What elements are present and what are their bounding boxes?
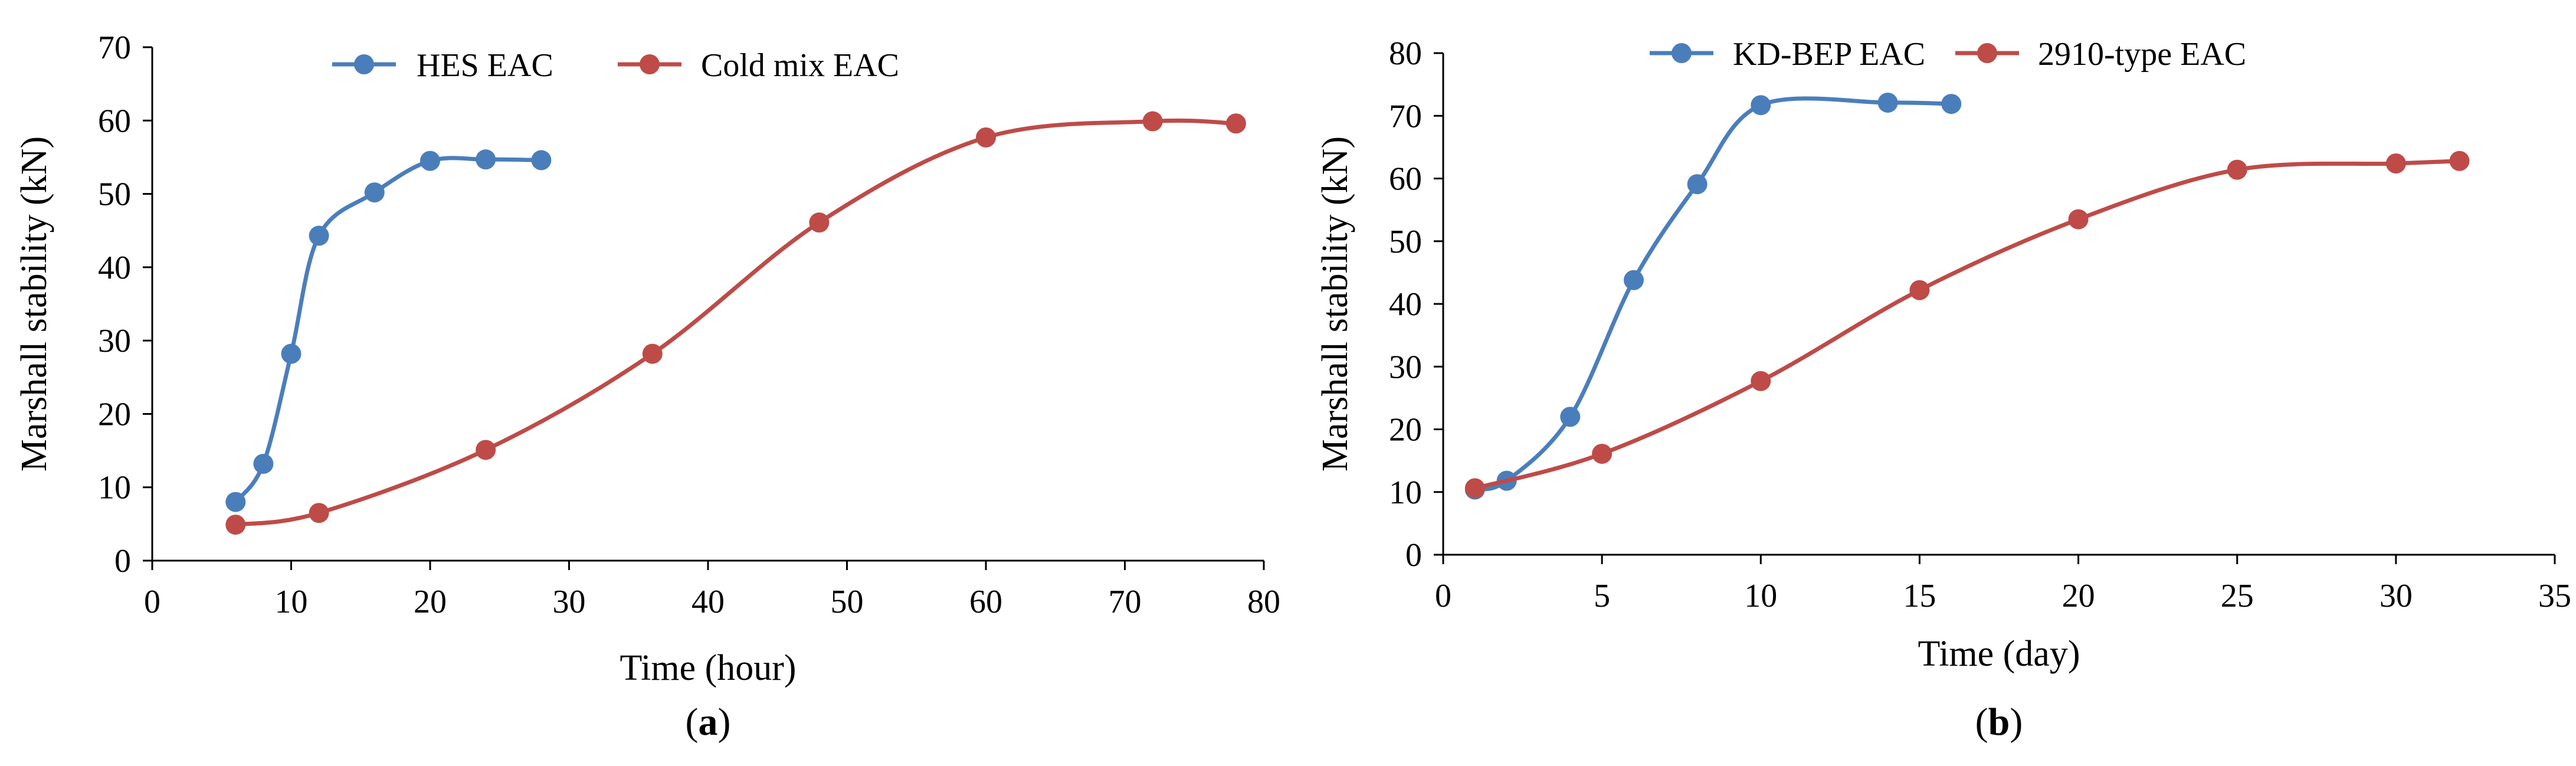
data-point bbox=[309, 225, 329, 246]
legend-entry: HES EAC bbox=[332, 47, 553, 84]
series-2 bbox=[1464, 150, 2470, 499]
y-tick-label: 40 bbox=[1389, 286, 1422, 323]
data-point bbox=[1142, 111, 1163, 132]
data-point bbox=[1560, 407, 1581, 427]
x-tick-label: 0 bbox=[1435, 578, 1451, 614]
data-point bbox=[225, 515, 246, 535]
series-1 bbox=[1464, 92, 1962, 500]
x-tick-label: 30 bbox=[2380, 578, 2413, 614]
y-tick-label: 10 bbox=[1389, 474, 1422, 511]
panel-label: (a) bbox=[686, 700, 731, 744]
data-point bbox=[225, 492, 246, 512]
data-point bbox=[1751, 95, 1771, 116]
y-tick-label: 70 bbox=[1389, 98, 1422, 135]
panel-label: (b) bbox=[1975, 700, 2023, 744]
data-point bbox=[281, 343, 301, 364]
data-point bbox=[253, 453, 274, 474]
x-tick-label: 15 bbox=[1903, 578, 1936, 614]
data-point bbox=[1623, 270, 1644, 290]
data-point bbox=[1941, 94, 1962, 114]
legend-marker bbox=[1977, 43, 1997, 63]
series-line bbox=[233, 156, 543, 505]
data-point bbox=[1751, 371, 1771, 391]
y-tick-label: 80 bbox=[1389, 35, 1422, 72]
series-2 bbox=[225, 111, 1246, 535]
data-point bbox=[476, 149, 496, 170]
data-point bbox=[2227, 159, 2247, 180]
series-1 bbox=[225, 149, 552, 512]
data-point bbox=[1909, 280, 1930, 300]
legend-entry: KD-BEP EAC bbox=[1650, 36, 1925, 73]
data-point bbox=[1592, 443, 1613, 464]
y-tick-label: 60 bbox=[98, 103, 131, 139]
data-point bbox=[2449, 150, 2470, 171]
y-axis-label: Marshall stability (kN) bbox=[14, 136, 54, 472]
data-point bbox=[976, 127, 996, 148]
data-point bbox=[1225, 113, 1246, 134]
y-axis-label: Marshall stability (kN) bbox=[1315, 136, 1355, 472]
data-point bbox=[642, 343, 663, 364]
legend-label: KD-BEP EAC bbox=[1733, 36, 1925, 73]
chart-panel-2: 0 10 20 30 40 50 60 70 80 0 5 10 15 20 25 30 35 Marshall … bbox=[1315, 35, 2571, 744]
y-tick-label: 50 bbox=[98, 176, 131, 213]
y-tick-label: 30 bbox=[98, 323, 131, 359]
y-tick-label: 70 bbox=[98, 30, 131, 66]
legend-label: 2910-type EAC bbox=[2038, 36, 2246, 73]
x-tick-label: 10 bbox=[1744, 578, 1777, 614]
data-point bbox=[1877, 92, 1898, 113]
data-point bbox=[2068, 209, 2089, 230]
x-tick-label: 70 bbox=[1109, 584, 1142, 620]
legend-entry: 2910-type EAC bbox=[1955, 36, 2246, 73]
y-tick-label: 30 bbox=[1389, 349, 1422, 385]
legend-label: Cold mix EAC bbox=[701, 47, 899, 84]
y-tick-label: 60 bbox=[1389, 161, 1422, 198]
data-point bbox=[531, 150, 552, 171]
x-tick-label: 35 bbox=[2538, 578, 2571, 614]
legend-entry: Cold mix EAC bbox=[618, 47, 899, 84]
x-tick-label: 60 bbox=[969, 584, 1002, 620]
data-point bbox=[364, 182, 385, 203]
x-tick-label: 25 bbox=[2221, 578, 2254, 614]
x-tick-label: 30 bbox=[553, 584, 586, 620]
legend-marker bbox=[1672, 43, 1692, 63]
series-line bbox=[1473, 159, 2462, 490]
series-line bbox=[1473, 96, 1954, 492]
legend-marker bbox=[354, 54, 374, 74]
y-tick-label: 10 bbox=[98, 470, 131, 506]
x-tick-label: 20 bbox=[2062, 578, 2095, 614]
data-point bbox=[309, 503, 329, 523]
x-axis-label: Time (day) bbox=[1918, 634, 2080, 674]
data-point bbox=[1464, 478, 1485, 499]
x-tick-label: 40 bbox=[691, 584, 725, 620]
x-tick-label: 20 bbox=[414, 584, 447, 620]
chart-panel-1: 0 10 20 30 40 50 60 70 0 10 20 30 40 50 60 70 80 Marshall… bbox=[14, 30, 1280, 744]
legend-label: HES EAC bbox=[417, 47, 553, 84]
x-tick-label: 5 bbox=[1594, 578, 1610, 614]
data-point bbox=[2385, 153, 2406, 174]
x-axis-label: Time (hour) bbox=[620, 648, 796, 688]
data-point bbox=[476, 440, 496, 460]
y-tick-label: 0 bbox=[1405, 537, 1422, 574]
x-tick-label: 0 bbox=[144, 584, 160, 620]
series-line bbox=[233, 118, 1238, 527]
data-point bbox=[420, 150, 440, 171]
y-tick-label: 0 bbox=[114, 543, 131, 580]
x-tick-label: 10 bbox=[275, 584, 308, 620]
y-tick-label: 20 bbox=[98, 396, 131, 433]
legend-marker bbox=[640, 54, 660, 74]
y-tick-label: 50 bbox=[1389, 224, 1422, 260]
data-point bbox=[1687, 174, 1707, 195]
x-tick-label: 50 bbox=[831, 584, 864, 620]
y-tick-label: 20 bbox=[1389, 412, 1422, 449]
x-tick-label: 80 bbox=[1247, 584, 1280, 620]
data-point bbox=[809, 212, 830, 233]
y-tick-label: 40 bbox=[98, 250, 131, 286]
